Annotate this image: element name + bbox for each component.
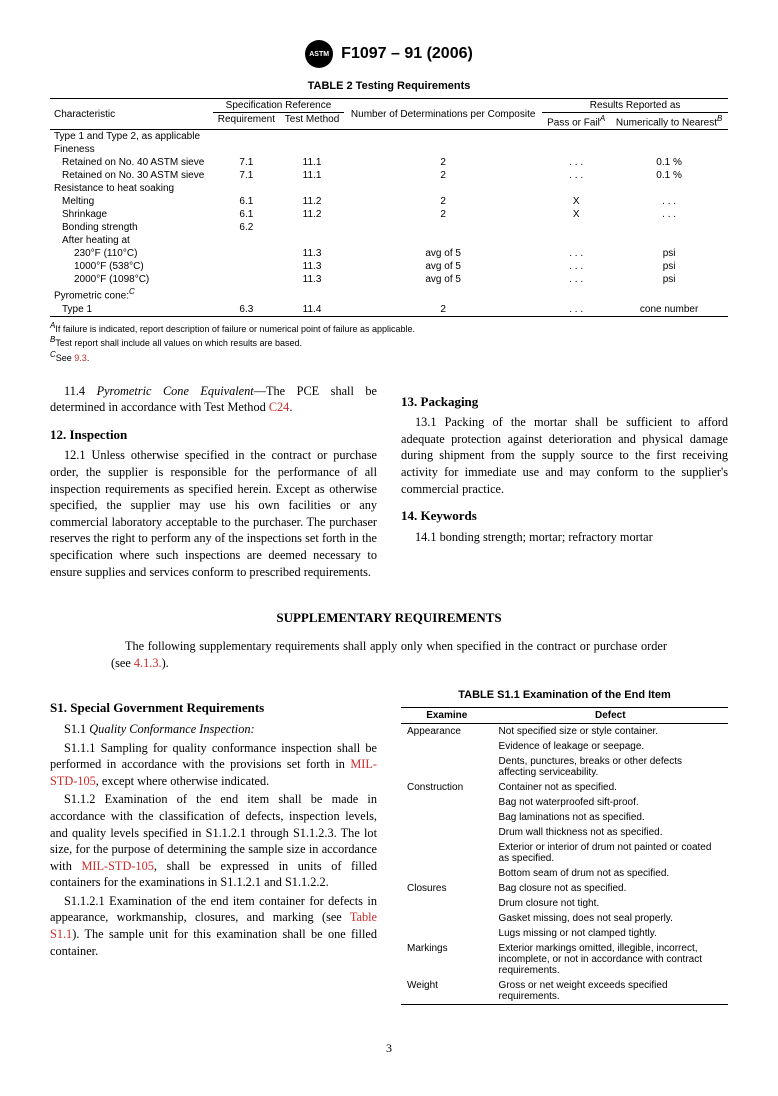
tableS1-caption: TABLE S1.1 Examination of the End Item: [401, 689, 728, 701]
table-row: Drum closure not tight.: [401, 896, 728, 911]
table-row: Fineness: [50, 143, 728, 156]
heading-14: 14. Keywords: [401, 507, 728, 525]
supp-right-column: TABLE S1.1 Examination of the End Item E…: [401, 689, 728, 1005]
th-examine: Examine: [401, 708, 493, 723]
th-num-det: Number of Determinations per Composite: [344, 99, 542, 129]
p-s1-1-2-1: S1.1.2.1 Examination of the end item con…: [50, 893, 377, 959]
table-s1-1: Examine Defect AppearanceNot specified s…: [401, 708, 728, 1004]
table-row: Shrinkage6.111.22X. . .: [50, 208, 728, 221]
table-row: 2000°F (1098°C)11.3avg of 5. . .psi: [50, 273, 728, 286]
p-11-4: 11.4 Pyrometric Cone Equivalent—The PCE …: [50, 383, 377, 416]
table-row: Resistance to heat soaking: [50, 182, 728, 195]
p-s1-1-1: S1.1.1 Sampling for quality conformance …: [50, 740, 377, 790]
left-column: 11.4 Pyrometric Cone Equivalent—The PCE …: [50, 383, 377, 582]
supp-left-column: S1. Special Government Requirements S1.1…: [50, 689, 377, 1005]
table-row: Type 1 and Type 2, as applicable: [50, 130, 728, 143]
supp-heading: SUPPLEMENTARY REQUIREMENTS: [50, 610, 728, 626]
link-9-3[interactable]: 9.3: [74, 353, 87, 363]
th-results: Results Reported as: [542, 99, 728, 113]
table-row: Dents, punctures, breaks or other defect…: [401, 754, 728, 780]
table-row: Retained on No. 30 ASTM sieve7.111.12. .…: [50, 169, 728, 182]
table-row: Melting6.111.22X. . .: [50, 195, 728, 208]
table-row: Drum wall thickness not as specified.: [401, 825, 728, 840]
table-row: ClosuresBag closure not as specified.: [401, 881, 728, 896]
table-row: 230°F (110°C)11.3avg of 5. . .psi: [50, 247, 728, 260]
page-number: 3: [50, 1041, 728, 1056]
designation: F1097 – 91 (2006): [341, 45, 473, 63]
table-row: Lugs missing or not clamped tightly.: [401, 926, 728, 941]
page-header: ASTM F1097 – 91 (2006): [50, 40, 728, 68]
th-requirement: Requirement: [213, 113, 280, 130]
table-row: AppearanceNot specified size or style co…: [401, 724, 728, 739]
th-characteristic: Characteristic: [50, 99, 213, 129]
table2-footnotes: AIf failure is indicated, report descrip…: [50, 321, 728, 365]
p-12-1: 12.1 Unless otherwise specified in the c…: [50, 447, 377, 580]
table-row: Pyrometric cone:C: [50, 286, 728, 302]
table-row: After heating at: [50, 234, 728, 247]
table2: Characteristic Specification Reference N…: [50, 99, 728, 316]
supp-intro: The following supplementary requirements…: [111, 638, 667, 671]
p-s1-1-2: S1.1.2 Examination of the end item shall…: [50, 791, 377, 891]
table-row: Evidence of leakage or seepage.: [401, 739, 728, 754]
link-4-1-3[interactable]: 4.1.3.: [134, 656, 162, 670]
table-row: 1000°F (538°C)11.3avg of 5. . .psi: [50, 260, 728, 273]
link-c24[interactable]: C24: [269, 400, 290, 414]
table-row: Type 16.311.42. . .cone number: [50, 303, 728, 316]
th-pass-fail: Pass or FailA: [542, 113, 610, 130]
table-row: WeightGross or net weight exceeds specif…: [401, 978, 728, 1004]
heading-13: 13. Packaging: [401, 393, 728, 411]
link-mil-std-105-b[interactable]: MIL-STD-105: [81, 859, 153, 873]
th-numerically: Numerically to NearestB: [610, 113, 728, 130]
th-test-method: Test Method: [280, 113, 344, 130]
right-column: 13. Packaging 13.1 Packing of the mortar…: [401, 383, 728, 582]
table-row: Retained on No. 40 ASTM sieve7.111.12. .…: [50, 156, 728, 169]
table-row: Bag not waterproofed sift-proof.: [401, 795, 728, 810]
heading-12: 12. Inspection: [50, 426, 377, 444]
table-row: Gasket missing, does not seal properly.: [401, 911, 728, 926]
table-row: MarkingsExterior markings omitted, illeg…: [401, 941, 728, 978]
th-spec-ref: Specification Reference: [213, 99, 344, 113]
astm-logo-icon: ASTM: [305, 40, 333, 68]
table-row: Exterior or interior of drum not painted…: [401, 840, 728, 866]
heading-s1: S1. Special Government Requirements: [50, 699, 377, 717]
table-row: Bag laminations not as specified.: [401, 810, 728, 825]
table2-caption: TABLE 2 Testing Requirements: [50, 80, 728, 92]
p-14-1: 14.1 bonding strength; mortar; refractor…: [401, 529, 728, 546]
table-row: Bonding strength6.2: [50, 221, 728, 234]
th-defect: Defect: [493, 708, 728, 723]
table-row: ConstructionContainer not as specified.: [401, 780, 728, 795]
p-s1-1: S1.1 Quality Conformance Inspection:: [50, 721, 377, 738]
table-row: Bottom seam of drum not as specified.: [401, 866, 728, 881]
p-13-1: 13.1 Packing of the mortar shall be suff…: [401, 414, 728, 497]
